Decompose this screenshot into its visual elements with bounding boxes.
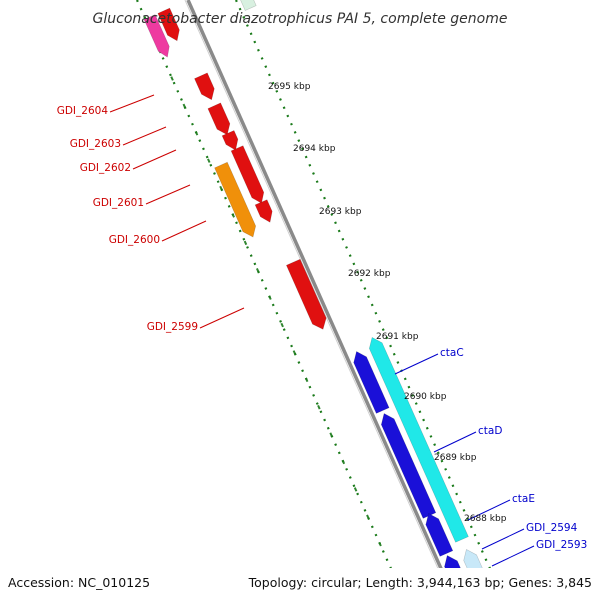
gene-label-gdi-2604: GDI_2604 [57,105,109,117]
leader-line-ctac [394,353,439,375]
map-title: Gluconacetobacter diazotrophicus PAI 5, … [93,11,508,27]
gene-label-gdi-2603: GDI_2603 [70,138,121,150]
backbone-line [186,0,457,600]
gene-arrow-ctac [368,336,469,543]
gene-arrow-gdi-2604 [194,72,215,101]
gene-arrow-gdi-2599 [286,258,327,330]
gene-features [143,0,491,599]
gene-arrow-gdi-2602 [230,145,265,204]
dotted-guides [135,0,506,600]
leader-line-gdi-2599 [199,307,245,329]
gene-arrow-gdi-2602-a [221,130,239,151]
tick-label-2690-kbp: 2690 kbp [404,392,447,402]
inner-dotted-guide [135,0,407,600]
gene-arrow-gdi-2603 [207,102,231,136]
leader-line-gdi-2594 [481,528,525,550]
gene-label-ctae: ctaE [512,493,535,505]
gene-labels: GDI_2604 GDI_2603 GDI_2602 GDI_2601 GDI_2600… [57,94,587,567]
tick-label-2688-kbp: 2688 kbp [464,514,507,524]
outer-dotted-guide [234,0,506,600]
gene-label-gdi-2594: GDI_2594 [526,522,578,534]
footer-background [0,568,600,600]
tick-label-2692-kbp: 2692 kbp [348,269,391,279]
tick-label-2691-kbp: 2691 kbp [376,332,419,342]
tick-label-2693-kbp: 2693 kbp [319,207,362,217]
gene-label-gdi-2602: GDI_2602 [80,162,131,174]
accession-text: Accession: NC_010125 [8,575,150,590]
leader-line-ctae [467,499,511,521]
backbone-highlight [184,0,453,600]
genome-backbone [184,0,457,600]
tick-label-2695-kbp: 2695 kbp [268,82,311,92]
gene-label-ctac: ctaC [440,347,464,359]
leader-line-gdi-2601 [145,184,191,205]
leader-line-gdi-2604 [109,94,155,113]
gene-label-gdi-2593: GDI_2593 [536,539,587,551]
tick-label-2694-kbp: 2694 kbp [293,144,336,154]
topology-text: Topology: circular; Length: 3,944,163 bp… [248,575,592,590]
gene-arrow-red-top [157,7,180,42]
leader-line-gdi-2600 [161,220,207,242]
gene-arrow-ctae [425,513,454,557]
leader-line-gdi-2593 [491,545,535,567]
gene-label-gdi-2601: GDI_2601 [93,197,144,209]
tick-labels: 2695 kbp 2694 kbp 2693 kbp 2692 kbp 2691 kbp… [268,82,507,524]
gene-arrow-ctad [380,413,437,519]
gene-label-ctad: ctaD [478,425,502,437]
leader-line-ctad [433,431,477,453]
gene-label-gdi-2599: GDI_2599 [147,321,198,333]
gene-arrow-gdi-2601 [214,161,257,238]
leader-line-gdi-2602 [132,149,177,170]
gene-arrow-faint-top [240,0,257,11]
gene-arrow-gdi-2600 [254,199,273,223]
leader-line-gdi-2603 [122,126,167,146]
gene-label-gdi-2600: GDI_2600 [109,234,160,246]
tick-label-2689-kbp: 2689 kbp [434,453,477,463]
gene-arrow-ctac-reverse [353,351,390,414]
gene-arrow-pink-top [143,14,170,58]
